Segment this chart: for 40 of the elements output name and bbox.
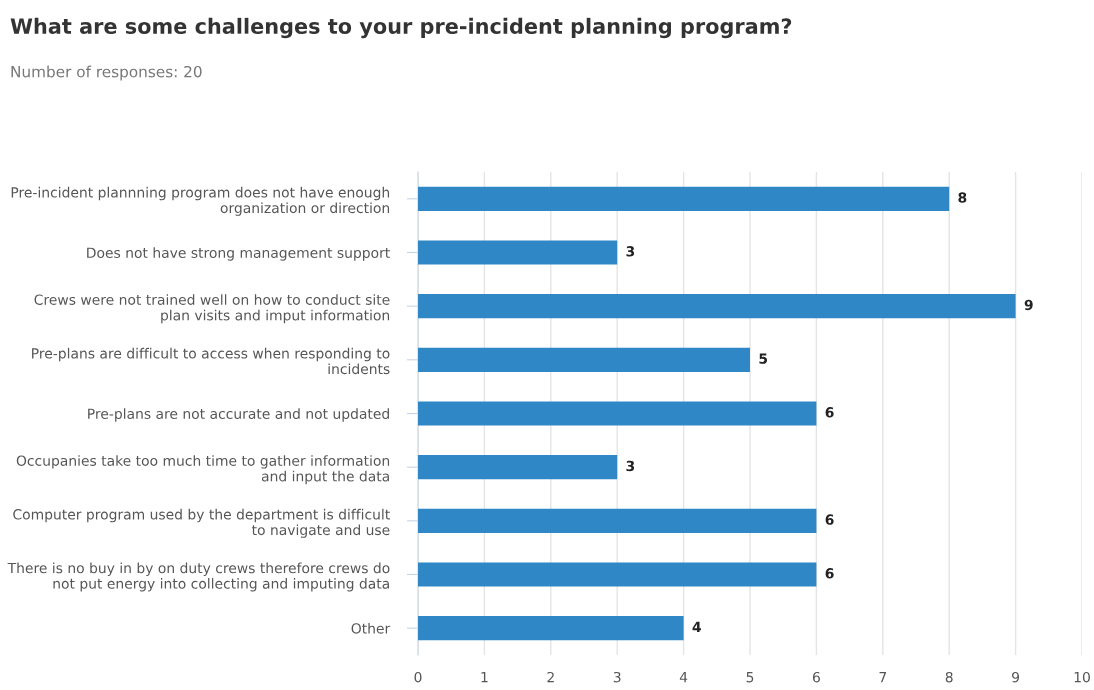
y-tick-label: Other — [351, 622, 391, 634]
bar — [418, 401, 817, 426]
bar — [418, 294, 1016, 319]
x-tick-label: 6 — [812, 671, 820, 683]
chart-title: What are some challenges to your pre-incident planning program? — [10, 17, 792, 39]
x-tick-label: 7 — [879, 672, 887, 683]
x-tick-label: 2 — [547, 671, 554, 683]
bar — [418, 186, 950, 211]
y-tick-label: Pre-plans are not accurate and not updated — [88, 408, 389, 422]
y-tick-label: Computer program used by the department is difficult to navigate and use — [13, 508, 390, 538]
data-label: 9 — [1024, 299, 1033, 311]
bar — [418, 616, 684, 641]
x-tick-label: 0 — [414, 671, 422, 683]
bar — [418, 240, 618, 265]
data-label: 3 — [626, 460, 635, 472]
x-tick-label: 9 — [1012, 671, 1020, 683]
x-tick-label: 5 — [746, 672, 754, 683]
x-tick-label: 3 — [613, 671, 621, 683]
data-label: 5 — [759, 353, 768, 364]
x-tick-label: 10 — [1074, 671, 1090, 683]
data-label: 6 — [825, 514, 834, 525]
bar — [418, 455, 618, 480]
y-tick-label: Crews were not trained well on how to conduct site plan visits and imput information — [34, 294, 390, 324]
data-label: 3 — [626, 246, 635, 257]
bar — [418, 347, 750, 372]
y-tick-label: Pre-plans are difficult to access when responding to incidents — [32, 347, 390, 375]
text: Number of responses: 20 — [11, 65, 202, 81]
bar — [418, 508, 817, 533]
y-tick-label: Occupanies take too much time to gather information and input the data — [16, 455, 390, 485]
data-label: 6 — [825, 407, 834, 418]
x-tick-label: 8 — [945, 671, 953, 683]
bar — [418, 562, 817, 587]
x-tick-label: 4 — [679, 672, 688, 683]
data-label: 8 — [958, 192, 967, 203]
y-tick-label: There is no buy in by on duty crews therefore crews do not put energy into collecting and imputing data — [7, 562, 390, 592]
data-label: 4 — [692, 621, 701, 632]
y-tick-label: Pre-incident plannning program does not have enough organization or direction — [11, 186, 390, 216]
data-label: 6 — [825, 568, 834, 579]
y-tick-label: Does not have strong management support — [87, 247, 390, 261]
x-tick-label: 1 — [481, 672, 488, 683]
